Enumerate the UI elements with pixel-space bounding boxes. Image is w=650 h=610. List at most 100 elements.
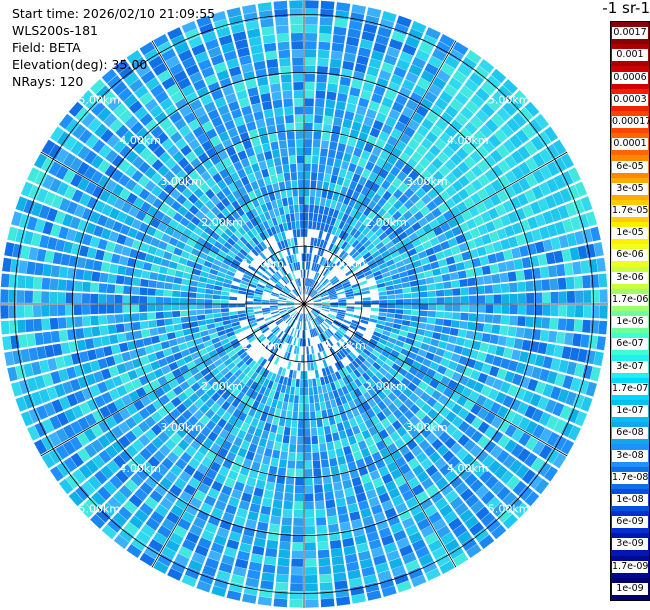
ray-gate bbox=[322, 305, 330, 307]
ray-gate bbox=[400, 377, 411, 387]
ray-gate bbox=[408, 531, 423, 544]
ray-gate bbox=[490, 415, 503, 429]
ray-gate bbox=[328, 523, 340, 533]
ray-gate bbox=[580, 196, 593, 212]
ray-gate bbox=[210, 195, 221, 206]
ray-gate bbox=[288, 205, 295, 214]
ray-gate bbox=[20, 411, 34, 427]
ray-gate bbox=[123, 276, 133, 286]
ray-gate bbox=[297, 313, 301, 321]
ray-gate bbox=[318, 41, 331, 51]
ray-gate bbox=[352, 173, 361, 183]
ray-gate bbox=[354, 295, 363, 299]
ray-gate bbox=[272, 253, 279, 262]
ray-gate bbox=[560, 422, 574, 438]
ray-gate bbox=[262, 497, 273, 507]
ray-gate bbox=[343, 152, 352, 163]
ray-gate bbox=[320, 292, 328, 297]
ray-gate bbox=[318, 314, 326, 320]
ray-gate bbox=[463, 339, 474, 349]
ray-gate bbox=[257, 178, 266, 188]
ray-gate bbox=[577, 245, 588, 260]
ray-gate bbox=[490, 179, 503, 193]
ray-gate bbox=[558, 359, 569, 374]
ray-gate bbox=[232, 220, 241, 230]
ray-gate bbox=[63, 424, 76, 439]
ray-gate bbox=[342, 281, 351, 287]
ray-gate bbox=[387, 294, 396, 300]
ray-gate bbox=[496, 144, 510, 159]
ray-gate bbox=[330, 302, 339, 304]
ray-gate bbox=[518, 416, 531, 431]
ray-gate bbox=[345, 144, 355, 155]
ray-gate bbox=[337, 142, 346, 153]
ray-gate bbox=[188, 477, 201, 489]
ray-gate bbox=[358, 340, 367, 348]
ray-gate bbox=[292, 526, 304, 535]
ray-gate bbox=[251, 495, 263, 505]
ray-gate bbox=[534, 304, 543, 316]
ray-gate bbox=[522, 204, 534, 218]
ray-gate bbox=[409, 181, 421, 193]
ray-gate bbox=[475, 506, 490, 521]
ray-gate bbox=[152, 532, 168, 546]
ray-gate bbox=[289, 246, 294, 255]
ray-gate bbox=[136, 127, 150, 141]
ray-gate bbox=[526, 292, 535, 304]
ray-gate bbox=[345, 269, 354, 277]
ray-gate bbox=[374, 274, 383, 281]
ray-gate bbox=[405, 71, 419, 84]
ray-gate bbox=[337, 505, 348, 516]
ray-gate bbox=[511, 181, 524, 195]
ray-gate bbox=[50, 466, 64, 482]
ray-gate bbox=[324, 330, 331, 339]
ray-gate bbox=[289, 163, 297, 173]
ray-gate bbox=[245, 147, 255, 158]
ray-gate bbox=[418, 157, 431, 169]
ray-gate bbox=[214, 321, 224, 328]
ray-gate bbox=[149, 272, 159, 281]
ray-gate bbox=[330, 304, 339, 306]
ray-gate bbox=[518, 177, 531, 192]
ray-gate bbox=[394, 121, 407, 133]
ray-gate bbox=[204, 304, 213, 309]
ray-gate bbox=[275, 582, 289, 591]
ray-gate bbox=[385, 317, 395, 323]
ray-gate bbox=[323, 281, 331, 288]
ray-gate bbox=[318, 314, 325, 321]
ray-gate bbox=[477, 224, 489, 236]
ray-gate bbox=[353, 484, 365, 495]
ray-gate bbox=[593, 351, 604, 366]
ray-gate bbox=[231, 489, 243, 500]
ray-gate bbox=[399, 271, 408, 278]
ray-gate bbox=[485, 294, 494, 304]
ray-gate bbox=[281, 257, 287, 266]
radar-rays bbox=[0, 0, 608, 608]
ray-gate bbox=[44, 344, 55, 358]
ray-gate bbox=[408, 64, 423, 77]
ray-gate bbox=[267, 353, 275, 362]
ray-gate bbox=[424, 532, 439, 545]
ray-gate bbox=[268, 166, 276, 176]
ray-gate bbox=[482, 197, 495, 210]
ray-gate bbox=[163, 170, 176, 182]
ray-gate bbox=[338, 260, 346, 268]
ray-gate bbox=[200, 502, 213, 514]
ray-gate bbox=[210, 392, 221, 402]
ray-gate bbox=[260, 186, 268, 196]
ray-gate bbox=[107, 273, 117, 284]
ray-gate bbox=[287, 273, 292, 282]
ray-gate bbox=[311, 435, 319, 445]
ray-gate bbox=[484, 183, 496, 197]
ray-gate bbox=[328, 274, 336, 281]
ray-gate bbox=[372, 477, 384, 489]
ray-gate bbox=[283, 172, 291, 182]
ray-gate bbox=[316, 316, 324, 323]
ray-gate bbox=[525, 157, 539, 172]
ray-gate bbox=[218, 350, 227, 358]
ray-gate bbox=[262, 564, 276, 574]
ray-gate bbox=[320, 0, 335, 10]
ray-gate bbox=[453, 253, 464, 263]
ray-gate bbox=[328, 313, 336, 318]
ray-gate bbox=[218, 222, 228, 232]
